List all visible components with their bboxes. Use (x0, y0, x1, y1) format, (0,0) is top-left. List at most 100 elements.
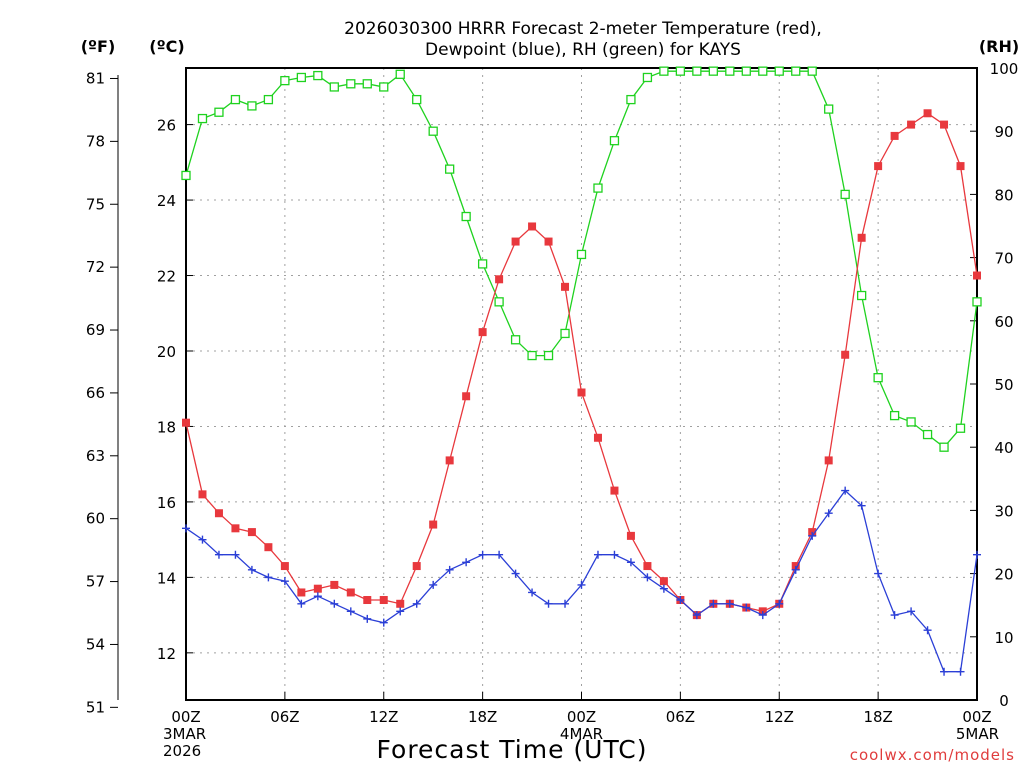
time-tick-label: 18Z (863, 708, 892, 726)
temperature-point (396, 599, 405, 608)
temperature-point (923, 109, 932, 118)
rh-point (642, 72, 653, 83)
fahrenheit-tick-label: 78 (86, 132, 105, 150)
fahrenheit-tick-label: 60 (86, 510, 105, 528)
rh-point (791, 66, 801, 76)
dewpoint-point (742, 603, 751, 612)
rh-point (725, 66, 735, 76)
rh-point (395, 69, 405, 79)
temperature-point (495, 275, 504, 284)
temperature-point (379, 596, 388, 605)
dewpoint-point (214, 550, 223, 559)
temperature-point (610, 486, 619, 495)
time-tick-label: 00Z (962, 708, 991, 726)
rh-point (889, 410, 900, 421)
rh-tick-label: 30 (994, 502, 1013, 520)
rh-point (527, 350, 537, 361)
temperature-point (363, 596, 372, 605)
dewpoint-point (973, 550, 981, 559)
dewpoint-point (429, 580, 438, 589)
dewpoint-point (544, 599, 553, 608)
dewpoint-point (626, 558, 635, 567)
rh-point (840, 189, 850, 200)
rh-point (445, 164, 455, 174)
rh-point (576, 249, 587, 260)
fahrenheit-tick-label: 63 (86, 447, 105, 465)
dewpoint-point (659, 584, 668, 593)
temperature-point (890, 131, 899, 140)
fahrenheit-tick-label: 54 (86, 635, 105, 653)
celsius-tick-label: 22 (157, 268, 176, 286)
rh-point (922, 429, 933, 440)
fahrenheit-tick-label: 66 (86, 384, 105, 402)
dewpoint-point (231, 550, 240, 559)
rh-point (659, 66, 669, 76)
temperature-point (593, 433, 602, 442)
dewpoint-point (956, 667, 965, 676)
celsius-tick-label: 12 (157, 645, 176, 663)
dewpoint-point (692, 611, 701, 620)
time-tick-label: 06Z (270, 708, 299, 726)
rh-point (329, 82, 339, 92)
temperature-point (841, 350, 850, 359)
rh-point (313, 70, 323, 81)
rh-point (494, 297, 504, 307)
rh-point (230, 94, 241, 105)
rh-point (247, 101, 257, 111)
dewpoint-point (247, 565, 256, 574)
time-tick-label: 00Z (567, 708, 596, 726)
temperature-point (577, 388, 586, 397)
rh-point (708, 66, 718, 76)
rh-point (675, 66, 686, 76)
fahrenheit-tick-label: 72 (86, 258, 105, 276)
dewpoint-point (758, 611, 767, 620)
temperature-point (445, 456, 454, 465)
dewpoint-point (379, 618, 388, 627)
rh-point (906, 417, 916, 427)
dewpoint-point (478, 550, 487, 559)
dewpoint-point (808, 531, 817, 540)
dewpoint-point (874, 569, 883, 578)
rh-point (543, 350, 554, 361)
dewpoint-point (528, 588, 537, 597)
fahrenheit-tick-label: 51 (86, 698, 105, 716)
rh-tick-label: 60 (994, 313, 1013, 331)
temperature-point (429, 520, 438, 529)
dewpoint-point (198, 535, 207, 544)
temperature-point (297, 588, 306, 597)
dewpoint-point (824, 509, 833, 518)
celsius-tick-label: 26 (157, 117, 176, 135)
series-layer (181, 66, 982, 676)
rh-point (296, 72, 307, 83)
dewpoint-point (264, 573, 273, 582)
dewpoint-point (643, 573, 652, 582)
celsius-unit-label: (ºC) (149, 37, 184, 56)
rh-point (280, 75, 290, 86)
rh-axis: 0 10 20 30 40 50 60 70 80 90 100 (970, 60, 1018, 710)
fahrenheit-tick-label: 69 (86, 321, 105, 339)
x-axis-title: Forecast Time (UTC) (377, 735, 648, 764)
rh-point (609, 136, 620, 146)
time-tick-label: 00Z (171, 708, 200, 726)
dewpoint-point (511, 569, 520, 578)
dewpoint-point (709, 599, 718, 608)
rh-tick-label: 90 (994, 123, 1013, 141)
rh-point (379, 82, 389, 92)
rh-point (346, 79, 356, 89)
rh-point (955, 423, 966, 433)
rh-point (626, 94, 636, 105)
dewpoint-series (182, 486, 981, 676)
dewpoint-point (775, 599, 784, 608)
rh-tick-label: 40 (994, 439, 1013, 457)
time-tick-label: 3MAR (163, 725, 206, 743)
dewpoint-point (280, 577, 289, 586)
dewpoint-point (725, 599, 734, 608)
temperature-point (412, 562, 421, 571)
dewpoint-point (495, 550, 504, 559)
dewpoint-point (841, 486, 850, 495)
temperature-point (313, 584, 322, 593)
temperature-series (182, 109, 981, 620)
rh-tick-label: 0 (999, 692, 1009, 710)
rh-point (560, 328, 570, 339)
